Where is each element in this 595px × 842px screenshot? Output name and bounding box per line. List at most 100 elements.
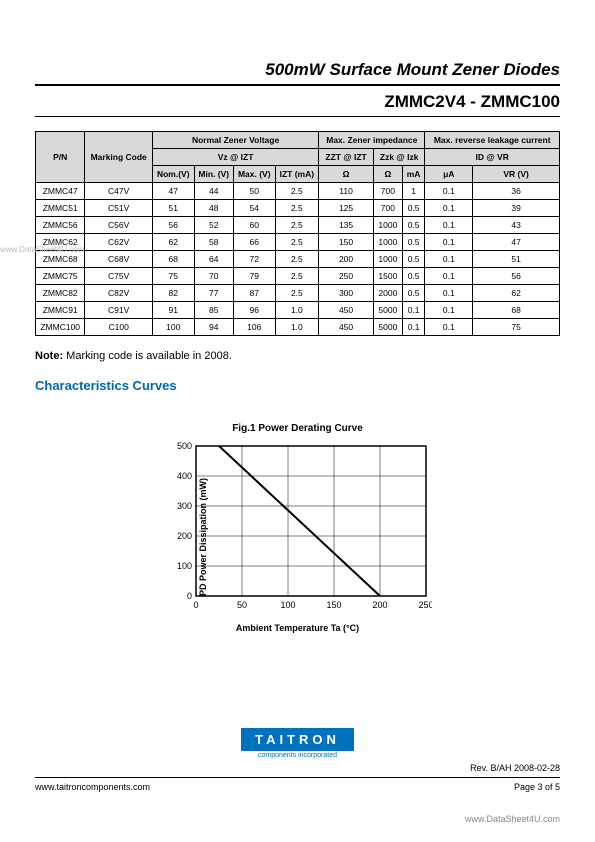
table-row: ZMMC47C47V4744502.511070010.136: [36, 183, 560, 200]
table-cell: 0.1: [425, 251, 473, 268]
th-vzizt: Vz @ IZT: [153, 149, 319, 166]
svg-text:0: 0: [186, 591, 191, 601]
table-cell: 58: [194, 234, 233, 251]
chart-ylabel: PD Power Dissipation (mW): [198, 477, 208, 595]
table-cell: 2.5: [275, 183, 319, 200]
table-cell: 51: [473, 251, 560, 268]
table-cell: 0.1: [425, 217, 473, 234]
table-cell: 47: [473, 234, 560, 251]
table-cell: ZMMC91: [36, 302, 85, 319]
table-row: ZMMC91C91V9185961.045050000.10.168: [36, 302, 560, 319]
table-cell: 75: [473, 319, 560, 336]
table-cell: 79: [234, 268, 276, 285]
chart-box: PD Power Dissipation (mW) 0 50 100 150 200 25…: [164, 440, 432, 633]
svg-text:300: 300: [176, 501, 191, 511]
table-cell: 91: [153, 302, 195, 319]
svg-text:150: 150: [326, 600, 341, 610]
footer-url: www.taitroncomponents.com: [35, 782, 150, 792]
table-cell: 85: [194, 302, 233, 319]
table-cell: ZMMC47: [36, 183, 85, 200]
table-cell: 44: [194, 183, 233, 200]
table-cell: C62V: [85, 234, 153, 251]
table-cell: 0.1: [425, 285, 473, 302]
table-cell: 1: [402, 183, 425, 200]
table-cell: 68: [153, 251, 195, 268]
chart-container: Fig.1 Power Derating Curve PD Power Diss…: [35, 423, 560, 636]
th-mzi: Max. Zener impedance: [319, 132, 425, 149]
svg-text:50: 50: [236, 600, 246, 610]
doc-title: 500mW Surface Mount Zener Diodes: [35, 60, 560, 80]
table-cell: 0.1: [402, 319, 425, 336]
table-cell: 0.1: [402, 302, 425, 319]
table-cell: 106: [234, 319, 276, 336]
table-cell: 50: [234, 183, 276, 200]
table-cell: 0.5: [402, 268, 425, 285]
table-cell: 54: [234, 200, 276, 217]
table-cell: 2.5: [275, 268, 319, 285]
table-cell: 77: [194, 285, 233, 302]
table-cell: 56: [473, 268, 560, 285]
table-cell: 60: [234, 217, 276, 234]
table-cell: C47V: [85, 183, 153, 200]
footer: TAITRON components incorporated Rev. B/A…: [35, 728, 560, 792]
table-cell: ZMMC82: [36, 285, 85, 302]
table-cell: 39: [473, 200, 560, 217]
svg-text:200: 200: [372, 600, 387, 610]
table-cell: 450: [319, 302, 374, 319]
table-cell: 0.1: [425, 234, 473, 251]
th-zzk: Zzk @ Izk: [373, 149, 424, 166]
svg-text:100: 100: [176, 561, 191, 571]
table-cell: 0.5: [402, 234, 425, 251]
curves-heading: Characteristics Curves: [35, 378, 560, 393]
table-cell: 0.1: [425, 183, 473, 200]
table-cell: 0.5: [402, 285, 425, 302]
svg-text:500: 500: [176, 441, 191, 451]
table-cell: 96: [234, 302, 276, 319]
table-cell: 135: [319, 217, 374, 234]
table-cell: 2.5: [275, 200, 319, 217]
table-cell: C68V: [85, 251, 153, 268]
table-cell: ZMMC51: [36, 200, 85, 217]
table-cell: 300: [319, 285, 374, 302]
table-cell: 700: [373, 200, 402, 217]
table-cell: 2.5: [275, 285, 319, 302]
table-row: ZMMC82C82V8277872.530020000.50.162: [36, 285, 560, 302]
table-cell: 150: [319, 234, 374, 251]
table-cell: 0.1: [425, 200, 473, 217]
th-nom: Nom.(V): [153, 166, 195, 183]
th-ohm1: Ω: [319, 166, 374, 183]
table-cell: C100: [85, 319, 153, 336]
th-zzt: ZZT @ IZT: [319, 149, 374, 166]
th-marking: Marking Code: [85, 132, 153, 183]
th-pn: P/N: [36, 132, 85, 183]
table-cell: 2.5: [275, 234, 319, 251]
th-mrlc: Max. reverse leakage current: [425, 132, 560, 149]
table-cell: 51: [153, 200, 195, 217]
table-cell: 64: [194, 251, 233, 268]
table-cell: 2.5: [275, 217, 319, 234]
table-cell: 36: [473, 183, 560, 200]
table-cell: 1000: [373, 251, 402, 268]
table-cell: 62: [473, 285, 560, 302]
svg-text:400: 400: [176, 471, 191, 481]
table-cell: 47: [153, 183, 195, 200]
table-cell: 0.1: [425, 319, 473, 336]
table-row: ZMMC68C68V6864722.520010000.50.151: [36, 251, 560, 268]
logo-sub: components incorporated: [35, 752, 560, 759]
table-cell: 1.0: [275, 302, 319, 319]
table-cell: C75V: [85, 268, 153, 285]
chart-title: Fig.1 Power Derating Curve: [35, 423, 560, 434]
th-ua: μA: [425, 166, 473, 183]
table-cell: 100: [153, 319, 195, 336]
table-cell: 87: [234, 285, 276, 302]
table-row: ZMMC56C56V5652602.513510000.50.143: [36, 217, 560, 234]
table-cell: 5000: [373, 319, 402, 336]
svg-text:250: 250: [418, 600, 432, 610]
table-cell: 0.5: [402, 217, 425, 234]
table-cell: 43: [473, 217, 560, 234]
table-cell: 0.1: [425, 302, 473, 319]
table-row: ZMMC100C100100941061.045050000.10.175: [36, 319, 560, 336]
logo: TAITRON: [241, 728, 354, 751]
watermark: www.DataSheet4U.com: [0, 245, 84, 254]
table-row: ZMMC51C51V5148542.51257000.50.139: [36, 200, 560, 217]
